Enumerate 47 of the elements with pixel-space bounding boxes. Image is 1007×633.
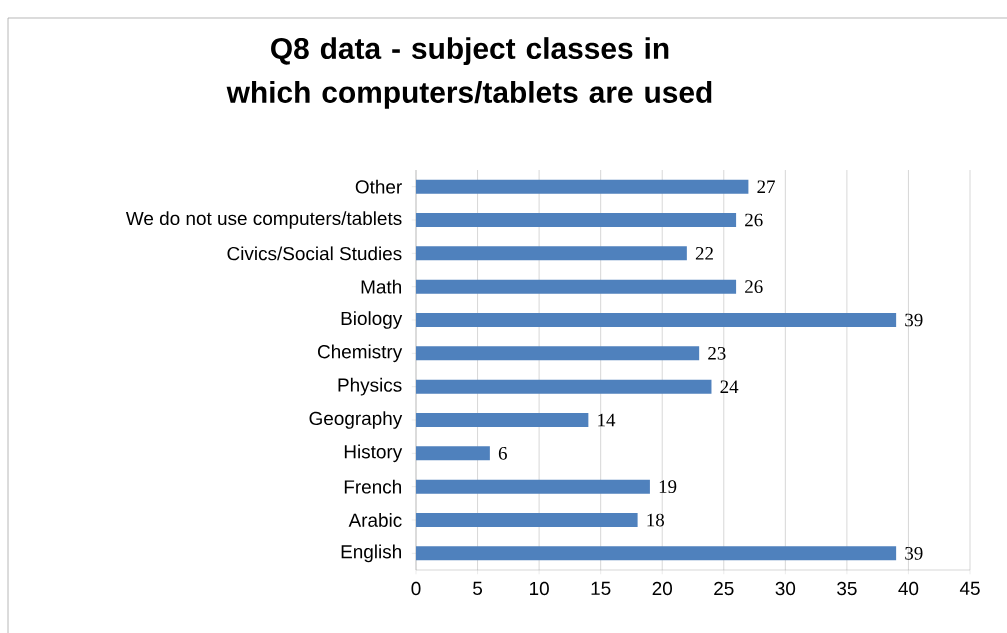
bar: [416, 513, 638, 527]
x-tick-label: 25: [714, 581, 734, 596]
y-tick-label: History: [344, 444, 403, 463]
y-tick-label: Chemistry: [317, 344, 403, 363]
bar: [416, 479, 650, 494]
y-tick-label: Geography: [309, 411, 403, 429]
bar: [416, 413, 589, 427]
y-tick-label: English: [341, 544, 401, 563]
data-label: 27: [757, 180, 775, 193]
bar: [416, 279, 737, 294]
x-tick-label: 30: [775, 581, 796, 596]
y-tick-label: Math: [361, 279, 401, 294]
data-label: 39: [905, 546, 923, 560]
x-tick-label: 45: [959, 581, 980, 595]
y-tick-label: Biology: [341, 311, 403, 329]
y-tick-label: French: [344, 479, 401, 494]
x-tick-label: 5: [473, 581, 483, 595]
data-label: 22: [695, 247, 713, 260]
x-tick-label: 40: [898, 581, 919, 596]
data-label: 26: [745, 213, 763, 227]
data-label: 39: [905, 313, 923, 327]
bar: [416, 179, 749, 194]
x-tick-label: 15: [591, 581, 611, 595]
data-label: 6: [498, 446, 507, 460]
y-tick-label: Arabic: [348, 513, 402, 527]
data-label: 23: [708, 346, 726, 360]
chart-title: Q8 data - subject classes in which computers/tablets are used: [226, 37, 712, 109]
bar: [416, 346, 700, 361]
y-tick-label: We do not use computers/tablets: [125, 211, 402, 229]
data-label: 18: [647, 513, 664, 527]
data-label: 19: [659, 480, 677, 494]
bar: [416, 313, 897, 327]
y-tick-label: Civics/Social Studies: [227, 246, 402, 261]
x-tick-label: 0: [411, 581, 421, 596]
bar: [416, 546, 897, 561]
data-label: 24: [720, 380, 739, 393]
x-tick-label: 10: [530, 581, 549, 596]
bar: [416, 246, 687, 261]
y-tick-label: Physics: [338, 377, 402, 396]
bar: [416, 213, 737, 227]
data-label: 26: [745, 280, 763, 294]
x-tick-label: 35: [837, 581, 857, 596]
bar: [416, 446, 490, 461]
data-label: 14: [598, 413, 616, 427]
y-tick-label: Other: [355, 179, 402, 194]
bar: [416, 379, 712, 394]
x-tick-label: 20: [652, 581, 672, 596]
